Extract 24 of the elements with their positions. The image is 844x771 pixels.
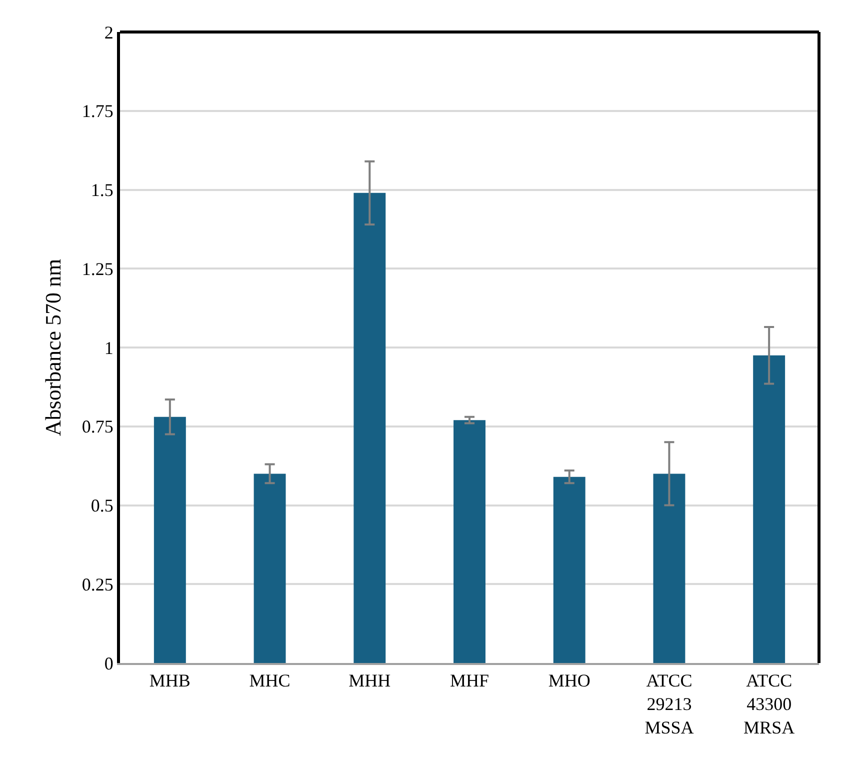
x-tick-label: ATCC 43300 MRSA	[744, 670, 795, 738]
y-tick-label: 0	[104, 653, 114, 674]
y-tick-label: 1.75	[82, 101, 114, 122]
y-tick-label: 0.5	[90, 496, 114, 516]
x-tick-label: MHO	[548, 670, 590, 691]
y-tick-label: 1.5	[90, 180, 114, 200]
y-tick-label: 1	[104, 338, 114, 358]
x-tick-label: MHB	[149, 670, 190, 691]
bar	[653, 474, 686, 663]
x-tick-label: MHF	[450, 670, 490, 691]
x-tick-label: ATCC 29213 MSSA	[644, 670, 694, 738]
bar	[154, 416, 186, 663]
x-tick-label: MHH	[348, 670, 391, 691]
y-axis-title: Absorbance 570 nm	[40, 258, 66, 436]
y-tick-label: 0.25	[82, 574, 114, 594]
x-tick-label: MHC	[249, 670, 290, 691]
y-tick-label: 1.25	[82, 258, 114, 279]
bar	[753, 355, 786, 663]
bar	[553, 476, 586, 663]
bar	[454, 420, 486, 663]
y-tick-label: 0.75	[82, 416, 114, 437]
bar	[254, 474, 286, 663]
bar	[354, 192, 386, 663]
y-tick-label: 2	[104, 22, 114, 42]
